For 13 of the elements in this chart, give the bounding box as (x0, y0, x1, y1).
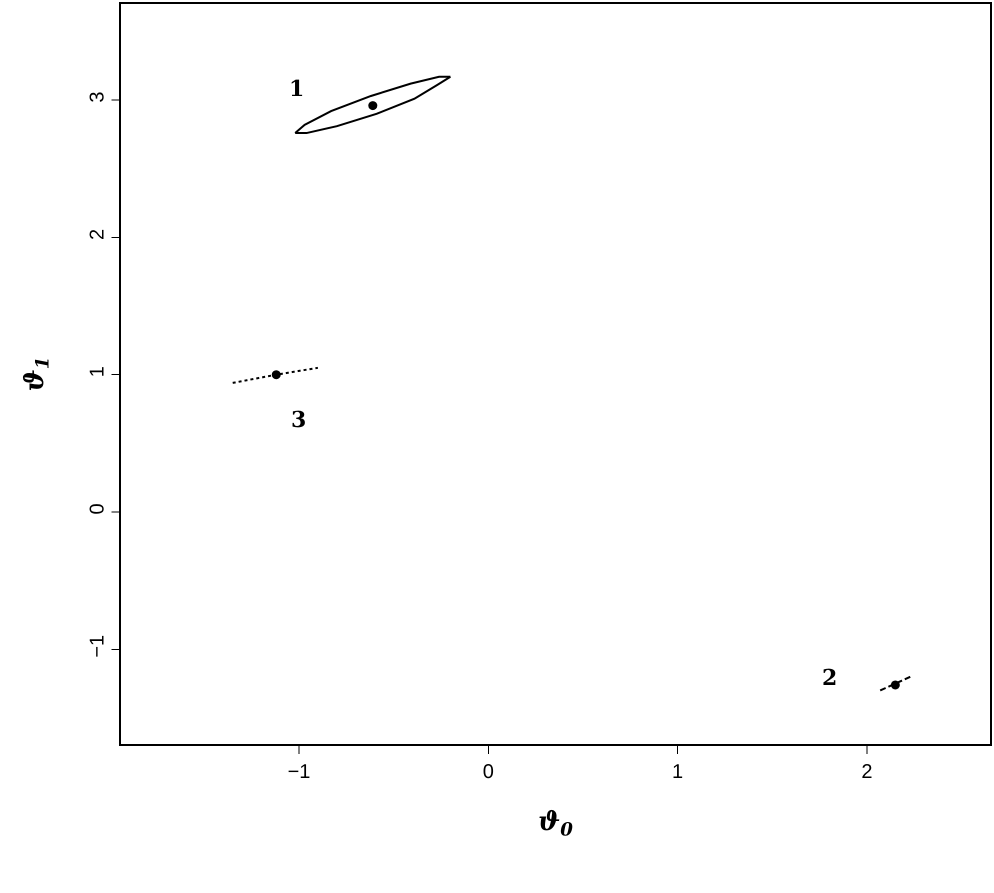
x-tick-label: 2 (861, 760, 873, 783)
annotation: 1 (289, 76, 304, 102)
annotation: 2 (822, 665, 838, 691)
x-tick-label: −1 (288, 760, 310, 783)
annotation: 3 (291, 407, 306, 433)
y-tick-label: 0 (86, 503, 108, 515)
x-axis-title: ϑ$_{0}$ (538, 806, 574, 840)
x-tick-label: 0 (482, 760, 494, 783)
y-tick-label: −1 (86, 634, 108, 658)
y-tick-label: 1 (86, 366, 108, 378)
y-tick-label: 2 (86, 228, 108, 240)
x-tick-label: 1 (672, 760, 684, 783)
y-tick-label: 3 (86, 92, 108, 103)
